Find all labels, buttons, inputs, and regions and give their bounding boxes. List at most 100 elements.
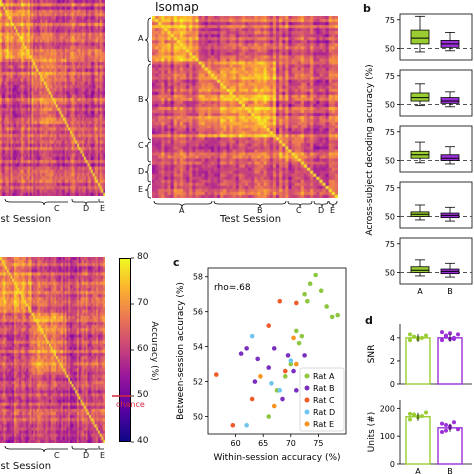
bar-point [444, 334, 448, 339]
bar-point [408, 417, 412, 422]
scatter-legend [299, 367, 345, 432]
bar-point [440, 330, 444, 335]
scatter-point-rat-c [266, 323, 272, 328]
isomap-title: Isomap [155, 0, 199, 14]
boxplot-ylabel: Across-subject decoding accuracy (%) [365, 64, 375, 235]
boxplot-box-b [440, 97, 460, 104]
boxplot-box-a [410, 92, 430, 102]
bar-xtick-label: A [415, 467, 421, 474]
isomap-ytick-a: A [138, 34, 144, 43]
boxplot-box-b [440, 154, 460, 161]
scatter-xlabel: Within-session accuracy (%) [213, 453, 340, 463]
heatmap-bottom-left-tick-d: D [83, 451, 90, 460]
legend-marker-0 [304, 373, 310, 379]
scatter-point-rat-d [277, 388, 283, 393]
panel-d-letter: d [365, 314, 373, 327]
scatter-point-rat-a [335, 312, 341, 318]
bar-point [440, 338, 444, 343]
scatter-point-rat-a [288, 361, 294, 367]
scatter-point-rat-a [299, 333, 305, 339]
legend-label-2: Rat C [313, 396, 335, 405]
heatmap-bottom-left-tick-c: C [54, 451, 60, 460]
scatter-chart: 60 65 70 75 50 52 54 56 58 Within-session accurac… [176, 267, 347, 463]
boxplot-chart: 50 75 50 75 50 75 50 75 50 75 A B Across-subject dec… [365, 13, 473, 296]
scatter-point-rat-a [302, 291, 307, 297]
scatter-xtick-label: 70 [286, 439, 296, 448]
scatter-frame [207, 267, 347, 435]
boxplot-ytick-label: 75 [385, 240, 395, 249]
boxplot-frame [399, 237, 473, 285]
bar-a [405, 415, 431, 465]
isomap-ytick-e: E [138, 185, 144, 194]
scatter-ytick-label: 56 [193, 308, 203, 317]
heatmap-top-left-canvas [0, 0, 105, 196]
boxplot-ytick-label: 50 [385, 101, 395, 110]
boxplot-xtick-label: A [417, 287, 423, 296]
scatter-point-rat-c [277, 298, 283, 304]
bar-ytick-label: 100 [380, 432, 395, 441]
boxplot-frame [399, 181, 473, 229]
colorbar-tick-40: 40 [137, 436, 149, 446]
boxplot-box-a [410, 29, 430, 45]
bar-point [408, 332, 412, 337]
colorbar-tick-80: 80 [137, 252, 149, 262]
colorbar-label: Accuracy (%) [149, 321, 159, 381]
scatter-xtick-label: 60 [231, 439, 241, 448]
bar-point [440, 430, 444, 434]
legend-marker-4 [304, 421, 310, 427]
isomap-ytick-d: D [138, 167, 145, 176]
bar-point [444, 428, 448, 433]
scatter-point-rat-b [271, 346, 277, 351]
bar-b [437, 337, 463, 385]
scatter-point-rat-a [282, 374, 288, 379]
boxplot-frame [399, 69, 473, 117]
legend-marker-2 [304, 397, 310, 403]
boxplot-ytick-label: 75 [385, 72, 395, 81]
bar-ylabel: Units (#) [367, 412, 377, 452]
scatter-xtick-label: 65 [258, 439, 268, 448]
scatter-point-rat-a [305, 298, 310, 304]
bar-ylabel: SNR [367, 345, 377, 364]
boxplot-ytick-label: 50 [385, 213, 395, 222]
scatter-point-rat-b [291, 368, 296, 374]
scatter-point-rat-b [280, 396, 285, 402]
bar-point [420, 414, 424, 419]
bar-ytick-label: 0 [390, 460, 395, 469]
heatmap-top-left-xlabel: Test Session [0, 214, 52, 225]
scatter-point-rat-d [269, 381, 274, 386]
bar-point [456, 332, 460, 337]
heatmap-bottom-left-tick-e: E [100, 451, 106, 460]
heatmap-top-left-axis [4, 198, 104, 206]
boxplot-frame [399, 125, 473, 173]
legend-label-3: Rat D [313, 408, 335, 417]
panel-c-letter: c [173, 256, 180, 269]
scatter-point-rat-b [252, 379, 258, 384]
boxplot-ytick-label: 50 [385, 45, 395, 54]
bar-point [448, 331, 452, 336]
scatter-point-rat-c [282, 368, 288, 374]
scatter-point-rat-d [244, 422, 249, 428]
heatmap-top-left-tick-d: D [83, 204, 90, 213]
bar-point [440, 421, 444, 426]
scatter-point-rat-b [244, 346, 249, 351]
isomap-xtick-b: B [257, 206, 263, 215]
legend-marker-3 [304, 409, 310, 415]
bar-ytick-label: 0 [390, 380, 395, 389]
scatter-point-rat-b [238, 351, 244, 356]
heatmap-bottom-left-axis [4, 445, 104, 453]
scatter-point-rat-a [324, 304, 329, 309]
colorbar-tick-70: 70 [137, 298, 149, 308]
boxplot-ytick-label: 75 [385, 16, 395, 25]
scatter-point-rat-b [294, 388, 299, 393]
scatter-point-rat-a [294, 328, 299, 334]
scatter-point-rat-e [291, 335, 296, 341]
scatter-point-rat-b [266, 365, 272, 370]
scatter-point-rat-a [313, 272, 318, 278]
boxplot-frame [399, 13, 473, 61]
heatmap-bottom-left-xlabel: Test Session [0, 461, 52, 472]
boxplot-ytick-label: 75 [385, 184, 395, 193]
scatter-point-rat-c [294, 300, 299, 306]
scatter-xtick-label: 75 [313, 439, 323, 448]
scatter-point-rat-c [230, 422, 236, 428]
scatter-point-rat-e [294, 361, 299, 367]
